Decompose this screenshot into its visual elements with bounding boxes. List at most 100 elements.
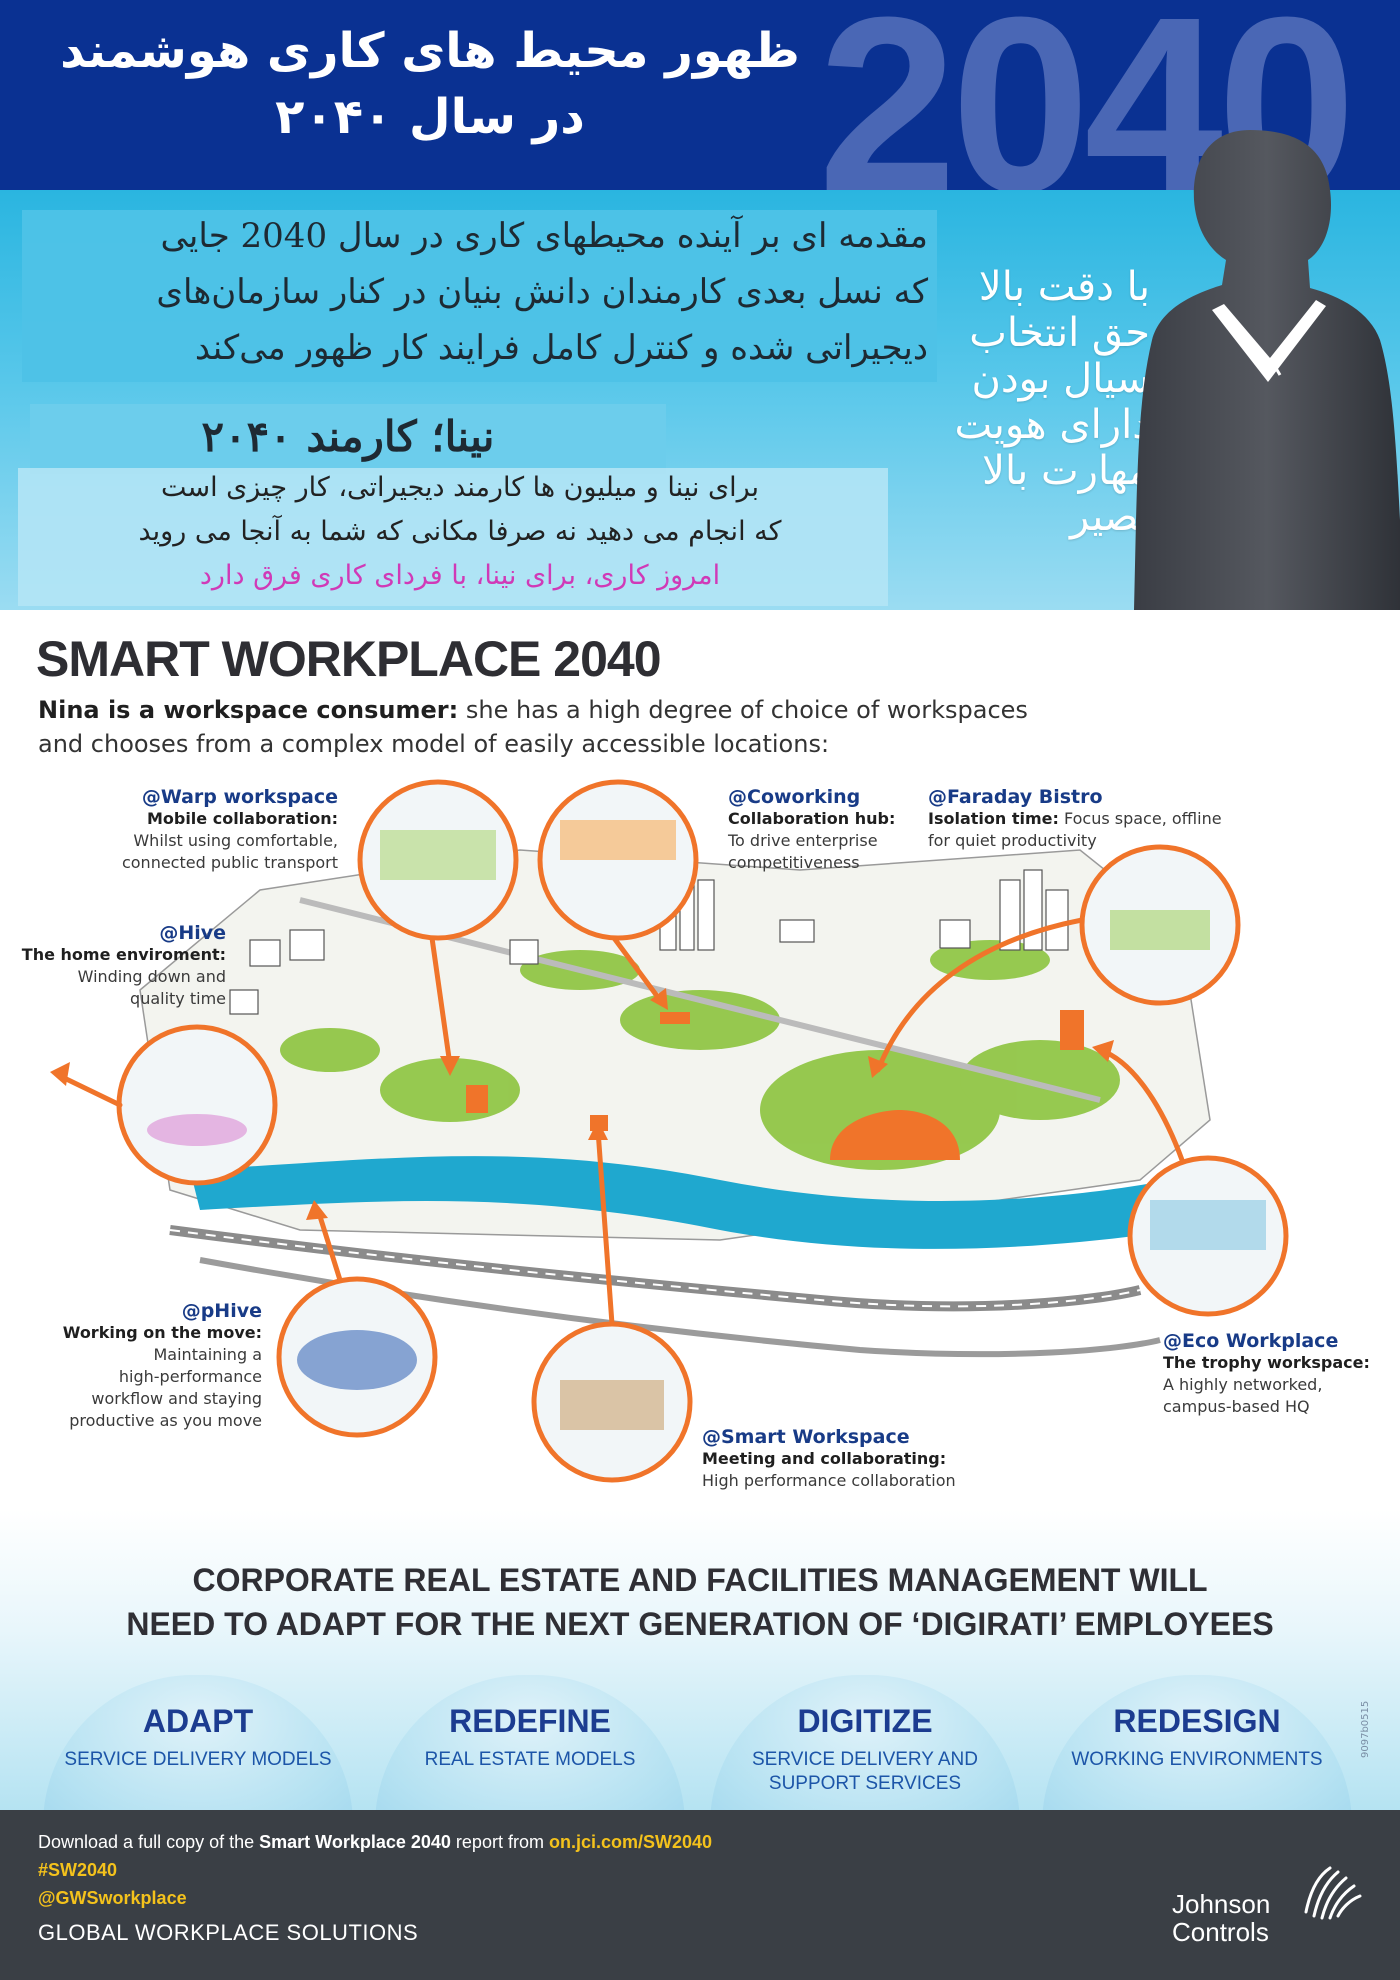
- paragraph-line: برای نینا و میلیون ها کارمند دیجیراتی، ک…: [160, 472, 760, 503]
- traits-list: با دقت بالا حق انتخاب سیال بودن دارای هو…: [880, 264, 1150, 540]
- corporate-line-1: CORPORATE REAL ESTATE AND FACILITIES MAN…: [192, 1562, 1208, 1598]
- subtitle-bold: Nina is a workspace consumer:: [38, 696, 459, 724]
- corporate-title: CORPORATE REAL ESTATE AND FACILITIES MAN…: [0, 1558, 1400, 1646]
- pillar-sub: SERVICE DELIVERY MODELS: [64, 1749, 332, 1770]
- pillar-redefine: REDEFINE REAL ESTATE MODELS: [375, 1675, 685, 1825]
- download-line: Download a full copy of the Smart Workpl…: [38, 1832, 712, 1853]
- section-subtitle: Nina is a workspace consumer: she has a …: [38, 693, 1078, 761]
- coworking-heading: Collaboration hub:: [728, 809, 896, 828]
- vignettes: [147, 820, 1266, 1430]
- faraday-text: Focus space, offline: [1058, 809, 1222, 828]
- orange-landmarks: [466, 1010, 1084, 1160]
- paragraph-text: برای نینا و میلیون ها کارمند دیجیراتی، ک…: [40, 466, 880, 598]
- paragraph-box: [18, 468, 888, 606]
- title-line-2: در سال ۲۰۴۰: [275, 89, 585, 145]
- footer: Download a full copy of the Smart Workpl…: [0, 1810, 1400, 1980]
- pillar-sub: WORKING ENVIRONMENTS: [1071, 1749, 1323, 1770]
- label-eco: @Eco Workplace The trophy workspace: A h…: [1163, 1330, 1393, 1418]
- phive-title: @pHive: [181, 1300, 262, 1322]
- trait-item: با دقت بالا: [978, 264, 1150, 310]
- label-phive: @pHive Working on the move: Maintaining …: [40, 1300, 262, 1432]
- faraday-title: @Faraday Bistro: [928, 786, 1103, 808]
- pillar-sub: REAL ESTATE MODELS: [424, 1749, 636, 1770]
- label-smart-workspace: @Smart Workspace Meeting and collaborati…: [702, 1426, 1022, 1492]
- brand-line-1: Johnson: [1172, 1889, 1271, 1919]
- pillar-heading: ADAPT: [142, 1703, 254, 1739]
- warp-text: connected public transport: [121, 853, 338, 872]
- phive-text: workflow and staying: [91, 1389, 262, 1408]
- eco-text: A highly networked,: [1163, 1375, 1323, 1394]
- pillar-heading: DIGITIZE: [797, 1703, 933, 1739]
- pillar-heading: REDESIGN: [1113, 1703, 1281, 1739]
- label-coworking: @Coworking Collaboration hub: To drive e…: [728, 786, 928, 874]
- trait-item: سیال بودن: [971, 356, 1150, 402]
- intro-line: دیجیراتی شده و کنترل کامل فرایند کار ظهو…: [194, 328, 928, 368]
- hashtag-link[interactable]: #SW2040: [38, 1860, 118, 1880]
- corporate-section: CORPORATE REAL ESTATE AND FACILITIES MAN…: [0, 1510, 1400, 1825]
- subtitle-line-2: and chooses from a complex model of easi…: [38, 730, 830, 758]
- johnson-controls-logo: Johnson Controls: [1172, 1890, 1270, 1946]
- intro-box: [22, 210, 937, 382]
- trait-item: بصیر: [1070, 494, 1150, 540]
- eco-text: campus-based HQ: [1163, 1397, 1310, 1416]
- report-link[interactable]: on.jci.com/SW2040: [548, 1832, 713, 1852]
- gws-label: GLOBAL WORKPLACE SOLUTIONS: [38, 1920, 419, 1945]
- coworking-title: @Coworking: [728, 786, 861, 808]
- coworking-text: competitiveness: [728, 853, 860, 872]
- warp-title: @Warp workspace: [141, 786, 338, 808]
- label-warp: @Warp workspace Mobile collaboration: Wh…: [80, 786, 338, 874]
- faraday-heading: Isolation time:: [928, 809, 1059, 828]
- label-hive: @Hive The home enviroment: Winding down …: [20, 922, 226, 1010]
- smart-workspace-text: High performance collaboration: [702, 1471, 956, 1490]
- brand-line-2: Controls: [1172, 1917, 1269, 1947]
- download-mid: report from: [450, 1832, 549, 1852]
- phive-text: Maintaining a: [153, 1345, 263, 1364]
- section-title: SMART WORKPLACE 2040: [36, 631, 662, 687]
- nina-title-box: [30, 404, 666, 474]
- warp-text: Whilst using comfortable,: [133, 831, 338, 850]
- connector-arrows: [55, 917, 1185, 1327]
- subtitle-rest: she has a high degree of choice of works…: [458, 696, 1028, 724]
- coworking-text: To drive enterprise: [728, 831, 878, 850]
- pillar-redesign: REDESIGN WORKING ENVIRONMENTS: [1042, 1675, 1352, 1825]
- pillar-digitize: DIGITIZE SERVICE DELIVERY AND SUPPORT SE…: [710, 1675, 1020, 1825]
- corporate-line-2: NEED TO ADAPT FOR THE NEXT GENERATION OF…: [126, 1606, 1274, 1642]
- city-map-illustration: [50, 779, 1289, 1483]
- page-title: ظهور محیط های کاری هوشمند در سال ۲۰۴۰: [60, 18, 800, 150]
- river: [190, 1156, 1180, 1249]
- hive-heading: The home enviroment:: [21, 945, 226, 964]
- phive-heading: Working on the move:: [62, 1323, 262, 1342]
- document-code: 9097b0515: [1360, 1700, 1371, 1758]
- report-name: Smart Workplace 2040: [259, 1832, 451, 1852]
- eco-heading: The trophy workspace:: [1163, 1353, 1370, 1372]
- label-faraday: @Faraday Bistro Isolation time: Focus sp…: [928, 786, 1248, 852]
- pillar-adapt: ADAPT SERVICE DELIVERY MODELS: [43, 1675, 353, 1825]
- intro-line: که نسل بعدی کارمندان دانش بنیان در کنار …: [156, 272, 928, 312]
- woman-silhouette-icon: [1134, 130, 1400, 610]
- nina-title: نینا؛ کارمند ۲۰۴۰: [201, 412, 495, 461]
- pillar-sub: SERVICE DELIVERY AND: [752, 1749, 978, 1770]
- eco-title: @Eco Workplace: [1163, 1330, 1339, 1352]
- smart-workspace-title: @Smart Workspace: [702, 1426, 910, 1448]
- twitter-handle-link[interactable]: @GWSworkplace: [38, 1888, 187, 1908]
- title-line-1: ظهور محیط های کاری هوشمند: [60, 23, 800, 79]
- trait-item: دارای هویت: [954, 402, 1150, 448]
- warp-heading: Mobile collaboration:: [146, 809, 338, 828]
- header-banner: 2040 ظهور محیط های کاری هوشمند در سال ۲۰…: [0, 0, 1400, 190]
- phive-text: productive as you move: [69, 1411, 262, 1430]
- hive-text: quality time: [130, 989, 226, 1008]
- intro-line: مقدمه ای بر آینده محیطهای کاری در سال 20…: [160, 216, 928, 256]
- paragraph-line: که انجام می دهید نه صرفا مکانی که شما به…: [138, 516, 782, 547]
- trait-item: حق انتخاب: [969, 310, 1150, 356]
- hive-text: Winding down and: [77, 967, 226, 986]
- arrowheads: [50, 988, 1114, 1220]
- pillar-heading: REDEFINE: [449, 1703, 611, 1739]
- johnson-controls-mark-icon: [1304, 1866, 1362, 1920]
- smart-workspace-heading: Meeting and collaborating:: [702, 1449, 947, 1468]
- phive-text: high-performance: [118, 1367, 262, 1386]
- intro-text: مقدمه ای بر آینده محیطهای کاری در سال 20…: [28, 208, 928, 376]
- hive-title: @Hive: [159, 922, 226, 944]
- download-pre: Download a full copy of the: [38, 1832, 260, 1852]
- faraday-text: for quiet productivity: [928, 831, 1097, 850]
- paragraph-highlight: امروز کاری، برای نینا، با فردای کاری فرق…: [199, 560, 721, 591]
